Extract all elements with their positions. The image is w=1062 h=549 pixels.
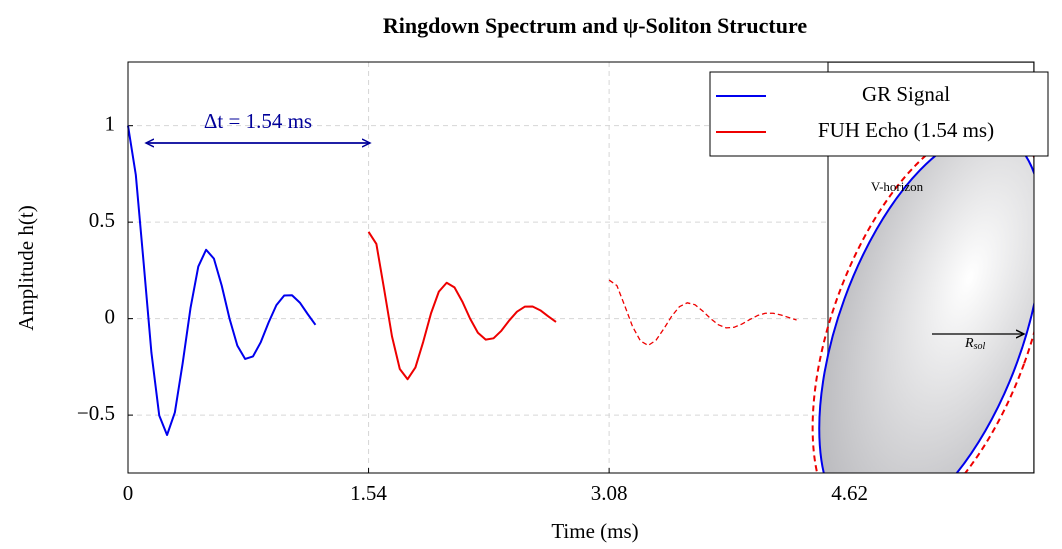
radius-subscript: sol: [974, 341, 986, 352]
y-axis-label: Amplitude h(t): [14, 205, 38, 330]
lines: [127, 125, 797, 436]
y-tick-label: 1: [105, 111, 116, 135]
x-axis-label: Time (ms): [551, 519, 638, 543]
delta-t-label: Δt = 1.54 ms: [204, 109, 312, 133]
radius-symbol: R: [964, 336, 974, 351]
legend-label: GR Signal: [862, 82, 950, 106]
legend-label: FUH Echo (1.54 ms): [818, 118, 994, 142]
x-tick-label: 4.62: [831, 481, 868, 505]
chart-title: Ringdown Spectrum and ψ-Soliton Structur…: [383, 13, 807, 38]
series-line: [608, 279, 797, 347]
series-line: [367, 231, 557, 381]
horizon-label: V-horizon: [871, 179, 924, 194]
x-tick-label: 3.08: [591, 481, 628, 505]
legend-box: [709, 71, 1049, 157]
series-line: [127, 125, 317, 436]
x-tick-label: 1.54: [350, 481, 387, 505]
plot-frame: [127, 61, 1035, 474]
y-tick-label: −0.5: [77, 401, 115, 425]
radius-label: Rsol: [964, 336, 985, 352]
y-tick-label: 0.5: [89, 208, 115, 232]
y-tick-label: 0: [105, 304, 116, 328]
x-tick-label: 0: [123, 481, 134, 505]
legend: GR Signal FUH Echo (1.54 ms): [709, 71, 1049, 157]
